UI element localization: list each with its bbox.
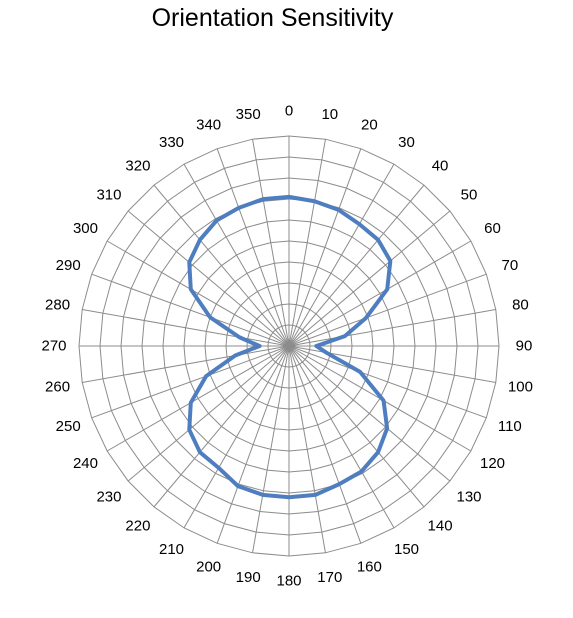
grid-spoke <box>288 345 451 482</box>
tick-label-100: 100 <box>508 378 533 395</box>
grid-spoke <box>288 345 425 508</box>
grid-spoke <box>288 345 487 419</box>
grid-spoke <box>288 240 472 347</box>
tick-label-110: 110 <box>498 418 522 435</box>
tick-label-250: 250 <box>56 418 81 435</box>
tick-label-280: 280 <box>45 297 70 314</box>
grid-spoke <box>106 240 290 347</box>
grid-spoke <box>91 345 290 419</box>
grid-spoke <box>153 184 290 347</box>
tick-label-260: 260 <box>45 378 70 395</box>
grid-spoke <box>153 345 290 508</box>
tick-label-350: 350 <box>236 106 261 123</box>
tick-label-120: 120 <box>480 455 505 472</box>
tick-label-220: 220 <box>125 518 150 535</box>
grid-spoke <box>127 210 290 347</box>
tick-label-160: 160 <box>357 558 382 575</box>
grid-spoke <box>91 273 290 347</box>
tick-label-320: 320 <box>125 157 150 174</box>
tick-label-40: 40 <box>432 157 449 174</box>
grid-spoke <box>82 309 290 347</box>
grid-spoke <box>106 345 290 452</box>
tick-label-70: 70 <box>501 257 518 274</box>
grid-spoke <box>288 163 395 347</box>
tick-label-180: 180 <box>276 573 301 590</box>
tick-label-170: 170 <box>317 569 342 586</box>
tick-label-20: 20 <box>361 117 378 134</box>
grid-spoke <box>183 345 290 529</box>
tick-label-270: 270 <box>41 338 66 355</box>
tick-label-90: 90 <box>516 338 533 355</box>
grid-spoke <box>288 345 326 553</box>
grid-spoke <box>288 309 496 347</box>
tick-label-200: 200 <box>196 558 221 575</box>
tick-label-230: 230 <box>96 489 121 506</box>
tick-label-190: 190 <box>236 569 261 586</box>
tick-label-80: 80 <box>512 297 529 314</box>
grid-spoke <box>127 345 290 482</box>
grid-spoke <box>288 345 362 544</box>
grid-spoke <box>288 210 451 347</box>
grid-spoke <box>288 148 362 347</box>
tick-label-60: 60 <box>484 220 501 237</box>
chart-title: Orientation Sensitivity <box>151 4 394 32</box>
grid-spoke <box>216 148 290 347</box>
series-layer <box>187 194 393 500</box>
tick-label-340: 340 <box>196 117 221 134</box>
grid-spoke <box>288 139 326 347</box>
grid-spoke <box>288 345 395 529</box>
tick-label-0: 0 <box>285 103 293 120</box>
tick-label-330: 330 <box>159 134 184 151</box>
tick-label-50: 50 <box>461 186 478 203</box>
tick-label-290: 290 <box>56 257 81 274</box>
grid-spoke <box>82 345 290 383</box>
tick-label-150: 150 <box>394 541 419 558</box>
series-line-0 <box>187 194 393 500</box>
tick-label-240: 240 <box>73 455 98 472</box>
tick-label-130: 130 <box>457 489 482 506</box>
grid-spoke <box>183 163 290 347</box>
grid-spoke <box>288 273 487 347</box>
grid-spoke <box>216 345 290 544</box>
tick-label-310: 310 <box>96 186 121 203</box>
tick-label-10: 10 <box>321 106 338 123</box>
tick-label-210: 210 <box>159 541 184 558</box>
grid-spoke <box>252 139 290 347</box>
tick-label-140: 140 <box>428 518 453 535</box>
tick-label-30: 30 <box>398 134 415 151</box>
grid-spokes <box>79 136 499 556</box>
tick-label-300: 300 <box>73 220 98 237</box>
grid-spoke <box>288 184 425 347</box>
grid-spoke <box>252 345 290 553</box>
